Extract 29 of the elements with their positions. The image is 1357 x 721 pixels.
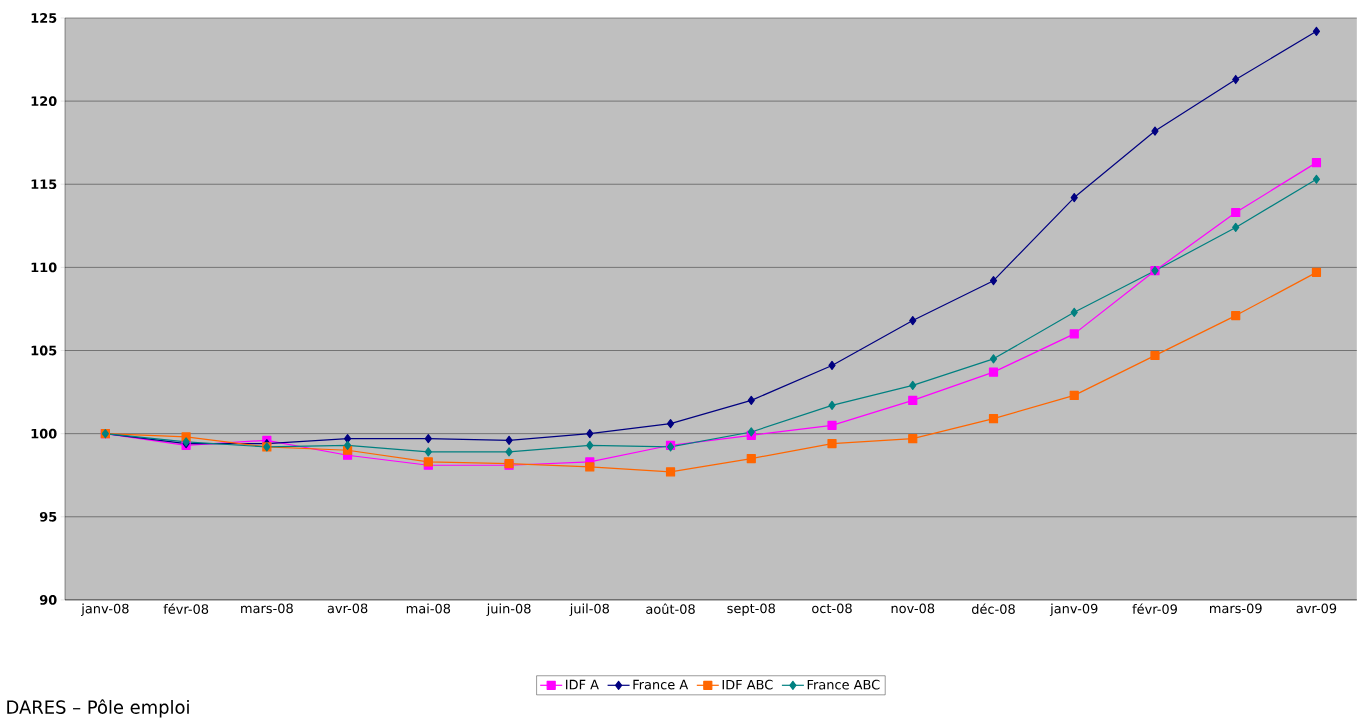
y-tick-label: 125 (31, 13, 57, 23)
x-tick-label: oct-08 (812, 603, 852, 614)
x-tick-label: déc-08 (971, 603, 1015, 615)
text: DARES – Pôle emploi (7, 699, 189, 718)
y-tick-label: 110 (31, 262, 57, 273)
x-tick-label: avr-08 (327, 603, 368, 614)
x-tick-label: janv-09 (1049, 603, 1098, 616)
x-tick-label: févr-09 (1132, 603, 1177, 615)
x-tick-label: sept-08 (727, 603, 775, 616)
x-tick-label: avr-09 (1296, 603, 1337, 614)
x-tick-label: juin-08 (486, 603, 531, 616)
legend-label: France A (633, 679, 689, 690)
x-tick-label: nov-08 (891, 603, 935, 614)
legend-label: IDF ABC (722, 679, 773, 690)
x-tick-label: févr-08 (163, 603, 209, 615)
x-tick-label: mars-08 (241, 603, 293, 614)
x-tick-label: juil-08 (569, 603, 609, 616)
y-tick-label: 100 (31, 428, 57, 439)
y-tick-label: 120 (31, 96, 57, 107)
y-tick-label: 90 (39, 595, 57, 605)
x-tick-label: août-08 (646, 603, 695, 615)
y-tick-label: 95 (39, 511, 57, 522)
y-tick-label: 115 (31, 179, 57, 190)
legend-label: IDF A (566, 679, 599, 690)
x-tick-label: janv-08 (81, 603, 129, 616)
legend-label: France ABC (807, 679, 880, 690)
x-tick-label: mars-09 (1209, 603, 1262, 614)
x-tick-label: mai-08 (406, 603, 451, 614)
y-tick-label: 105 (31, 345, 57, 356)
